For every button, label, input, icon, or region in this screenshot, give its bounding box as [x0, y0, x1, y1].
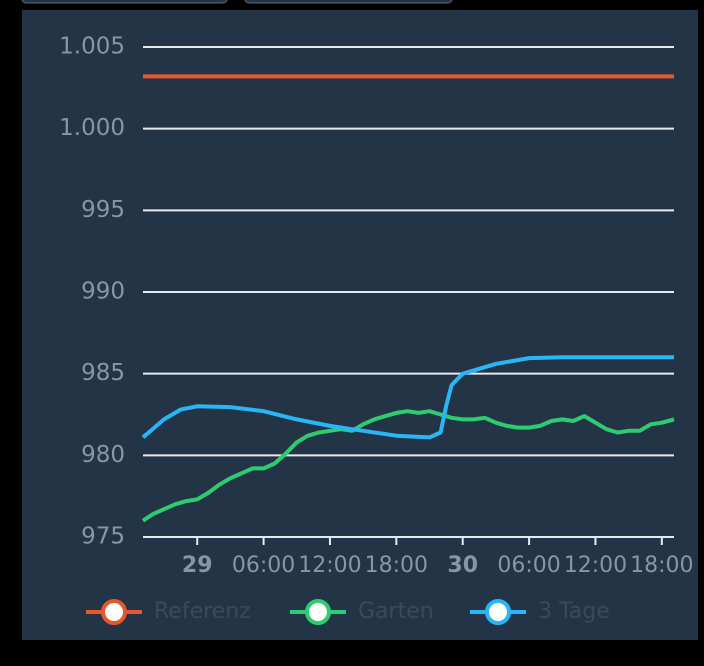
y-tick-label: 975 — [81, 524, 125, 550]
y-tick-label: 1.005 — [59, 34, 125, 60]
series-line — [141, 409, 675, 523]
y-tick-label: 995 — [81, 197, 125, 223]
chart-panel — [22, 10, 698, 640]
legend-label: 3 Tage — [538, 599, 610, 624]
x-tick-label: 06:00 — [497, 553, 560, 578]
legend-label: Referenz — [154, 599, 251, 624]
tab — [21, 0, 228, 4]
x-tick-label: 18:00 — [365, 553, 428, 578]
y-tick-label: 980 — [81, 442, 125, 468]
legend-marker — [305, 599, 331, 625]
x-tick-label: 12:00 — [564, 553, 627, 578]
x-tick-label: 30 — [447, 553, 478, 578]
y-tick-label: 1.000 — [59, 115, 125, 141]
legend-marker — [101, 599, 127, 625]
legend-label: Garten — [358, 599, 434, 624]
x-tick-label: 06:00 — [232, 553, 295, 578]
x-tick-label: 29 — [182, 553, 213, 578]
y-tick-label: 990 — [81, 279, 125, 305]
legend-marker — [485, 599, 511, 625]
series-line — [141, 355, 674, 440]
tab — [244, 0, 453, 4]
x-tick-label: 18:00 — [630, 553, 693, 578]
x-tick-label: 12:00 — [298, 553, 361, 578]
y-tick-label: 985 — [81, 360, 125, 386]
